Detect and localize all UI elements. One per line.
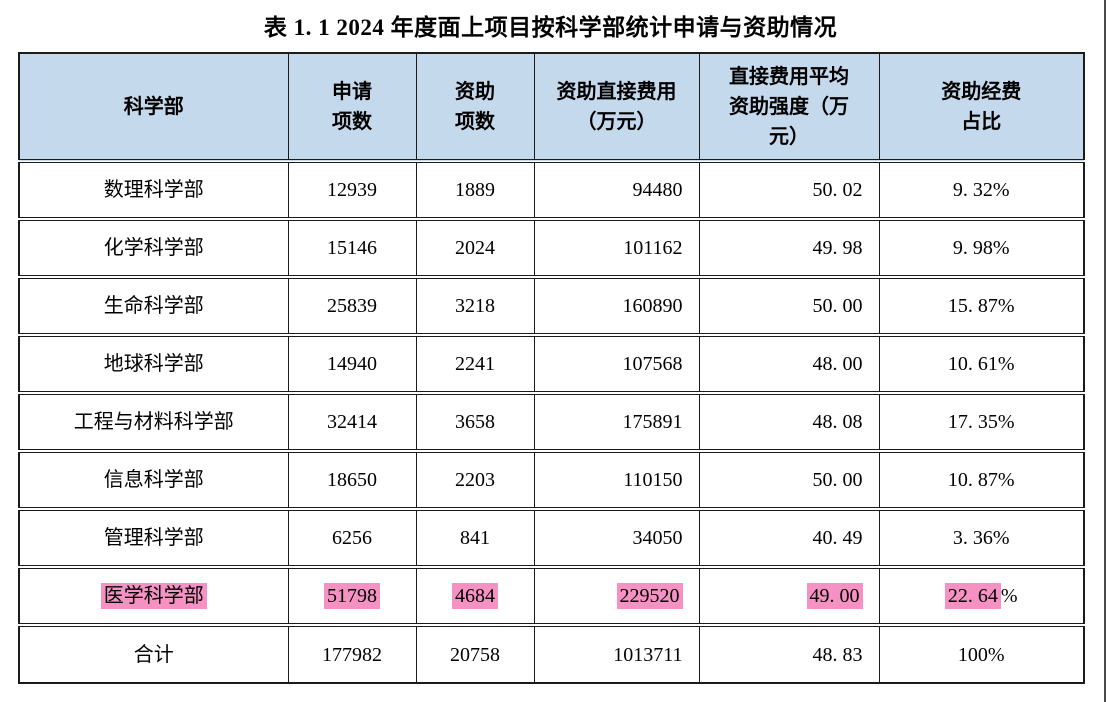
header-funding-ratio: 资助经费 占比 [878, 53, 1085, 161]
cell-funded: 20758 [415, 623, 535, 683]
cell-dept: 信息科学部 [18, 449, 289, 509]
highlighted-text: 4684 [452, 583, 498, 609]
cell-direct-cost: 110150 [533, 449, 700, 509]
cell-avg-intensity: 49. 00 [698, 565, 880, 625]
cell-avg-intensity: 40. 49 [698, 507, 880, 567]
cell-dept: 管理科学部 [18, 507, 289, 567]
cell-applied: 51798 [287, 565, 417, 625]
cell-applied: 25839 [287, 275, 417, 335]
cell-ratio: 9. 98% [878, 217, 1085, 277]
header-funded-count: 资助 项数 [415, 53, 535, 161]
cell-direct-cost: 101162 [533, 217, 700, 277]
cell-dept: 工程与材料科学部 [18, 391, 289, 451]
header-row: 科学部 申请 项数 资助 项数 资助直接费用 （万元） 直接费用平均 资助强度（… [18, 53, 1085, 161]
cell-ratio: 17. 35% [878, 391, 1085, 451]
cell-ratio: 9. 32% [878, 159, 1085, 219]
table-row: 工程与材料科学部 32414 3658 175891 48. 08 17. 35… [18, 391, 1085, 451]
cell-funded: 1889 [415, 159, 535, 219]
cell-dept: 生命科学部 [18, 275, 289, 335]
cell-direct-cost: 229520 [533, 565, 700, 625]
cell-direct-cost: 1013711 [533, 623, 700, 683]
cell-applied: 18650 [287, 449, 417, 509]
table-row: 数理科学部 12939 1889 94480 50. 02 9. 32% [18, 159, 1085, 219]
header-dept: 科学部 [18, 53, 289, 161]
cell-applied: 14940 [287, 333, 417, 393]
table-row: 化学科学部 15146 2024 101162 49. 98 9. 98% [18, 217, 1085, 277]
cell-ratio: 100% [878, 623, 1085, 683]
cell-applied: 32414 [287, 391, 417, 451]
cell-funded: 3658 [415, 391, 535, 451]
table-row: 生命科学部 25839 3218 160890 50. 00 15. 87% [18, 275, 1085, 335]
cell-avg-intensity: 48. 00 [698, 333, 880, 393]
highlighted-text: 229520 [616, 583, 683, 609]
cell-avg-intensity: 50. 00 [698, 275, 880, 335]
cell-applied: 177982 [287, 623, 417, 683]
header-avg-intensity: 直接费用平均 资助强度（万 元） [698, 53, 880, 161]
cell-applied: 6256 [287, 507, 417, 567]
cell-funded: 2203 [415, 449, 535, 509]
table-row: 信息科学部 18650 2203 110150 50. 00 10. 87% [18, 449, 1085, 509]
ratio-suffix: % [1000, 585, 1018, 607]
table-row-total: 合计 177982 20758 1013711 48. 83 100% [18, 623, 1085, 683]
cell-ratio: 10. 87% [878, 449, 1085, 509]
cell-funded: 2241 [415, 333, 535, 393]
cell-funded: 3218 [415, 275, 535, 335]
cell-dept: 医学科学部 [18, 565, 289, 625]
cell-direct-cost: 34050 [533, 507, 700, 567]
cell-dept: 合计 [18, 623, 289, 683]
cell-applied: 12939 [287, 159, 417, 219]
cell-ratio: 3. 36% [878, 507, 1085, 567]
table-row: 地球科学部 14940 2241 107568 48. 00 10. 61% [18, 333, 1085, 393]
cell-funded: 2024 [415, 217, 535, 277]
page-edge-line [1104, 0, 1106, 702]
cell-dept: 数理科学部 [18, 159, 289, 219]
highlighted-text: 医学科学部 [100, 583, 207, 609]
cell-funded: 841 [415, 507, 535, 567]
cell-direct-cost: 107568 [533, 333, 700, 393]
header-applied-count: 申请 项数 [287, 53, 417, 161]
highlighted-text: 22. 64 [944, 583, 1001, 609]
cell-ratio: 10. 61% [878, 333, 1085, 393]
cell-avg-intensity: 49. 98 [698, 217, 880, 277]
table-row-highlighted: 医学科学部 51798 4684 229520 49. 00 22. 64% [18, 565, 1085, 625]
cell-ratio: 22. 64% [878, 565, 1085, 625]
statistics-table: 科学部 申请 项数 资助 项数 资助直接费用 （万元） 直接费用平均 资助强度（… [18, 52, 1085, 684]
cell-avg-intensity: 48. 83 [698, 623, 880, 683]
cell-dept: 化学科学部 [18, 217, 289, 277]
cell-direct-cost: 175891 [533, 391, 700, 451]
cell-avg-intensity: 50. 02 [698, 159, 880, 219]
highlighted-text: 51798 [324, 583, 380, 609]
cell-dept: 地球科学部 [18, 333, 289, 393]
cell-direct-cost: 94480 [533, 159, 700, 219]
highlighted-text: 49. 00 [806, 583, 863, 609]
cell-funded: 4684 [415, 565, 535, 625]
cell-avg-intensity: 48. 08 [698, 391, 880, 451]
cell-ratio: 15. 87% [878, 275, 1085, 335]
cell-avg-intensity: 50. 00 [698, 449, 880, 509]
table-row: 管理科学部 6256 841 34050 40. 49 3. 36% [18, 507, 1085, 567]
cell-applied: 15146 [287, 217, 417, 277]
cell-direct-cost: 160890 [533, 275, 700, 335]
table-title: 表 1. 1 2024 年度面上项目按科学部统计申请与资助情况 [263, 15, 838, 40]
header-direct-cost: 资助直接费用 （万元） [533, 53, 700, 161]
